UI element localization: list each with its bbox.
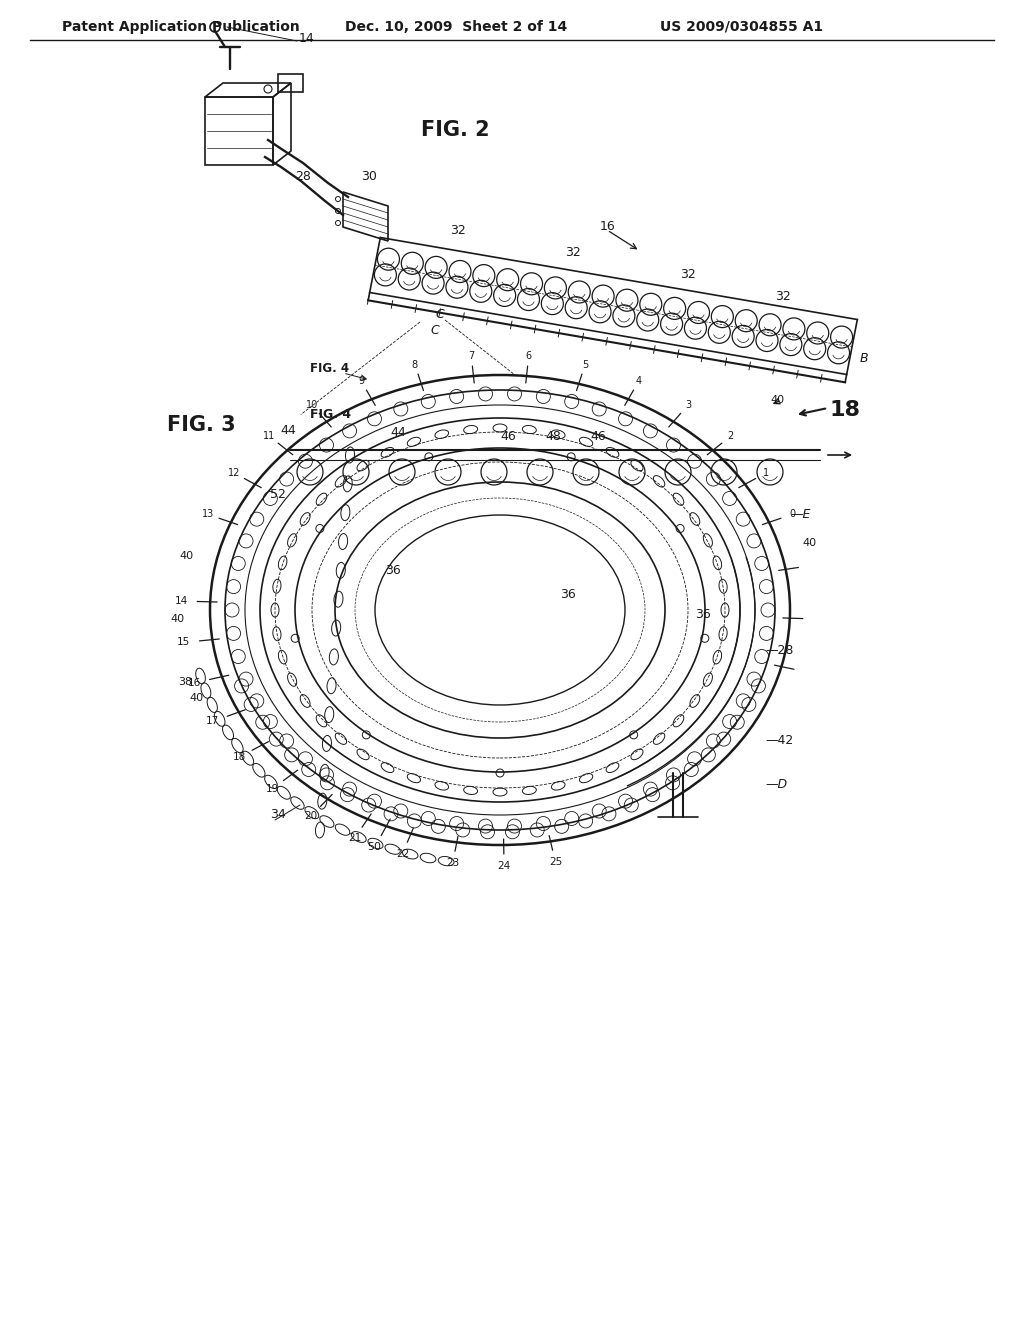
Text: B: B <box>860 352 868 366</box>
Text: 48: 48 <box>545 429 561 442</box>
Text: 19: 19 <box>265 784 279 795</box>
Text: US 2009/0304855 A1: US 2009/0304855 A1 <box>660 20 823 34</box>
Text: 20: 20 <box>304 812 317 821</box>
Text: 32: 32 <box>565 246 581 259</box>
Text: 3: 3 <box>685 400 691 411</box>
Text: 34: 34 <box>270 808 286 821</box>
Text: 46: 46 <box>500 429 516 442</box>
Text: 36: 36 <box>385 564 400 577</box>
Text: 11: 11 <box>263 432 275 441</box>
Text: 0: 0 <box>790 510 795 520</box>
Text: 16: 16 <box>600 220 615 234</box>
Text: 18: 18 <box>232 752 246 762</box>
Text: 40: 40 <box>771 395 785 405</box>
Text: 23: 23 <box>446 858 459 869</box>
Text: 18: 18 <box>830 400 861 420</box>
Text: 30: 30 <box>361 169 377 182</box>
Text: FIG. 3: FIG. 3 <box>167 414 236 436</box>
Text: Patent Application Publication: Patent Application Publication <box>62 20 300 34</box>
Text: 17: 17 <box>206 717 219 726</box>
Text: Dec. 10, 2009  Sheet 2 of 14: Dec. 10, 2009 Sheet 2 of 14 <box>345 20 567 34</box>
Text: 14: 14 <box>174 597 187 606</box>
Text: 44: 44 <box>280 424 296 437</box>
Text: 28: 28 <box>295 170 311 183</box>
Text: 46: 46 <box>590 429 606 442</box>
Text: 6: 6 <box>525 351 531 362</box>
Text: 50: 50 <box>367 842 381 853</box>
Text: 25: 25 <box>549 857 562 867</box>
Text: 15: 15 <box>177 638 190 647</box>
Text: —D: —D <box>765 779 787 792</box>
Text: FIG. 2: FIG. 2 <box>421 120 489 140</box>
Text: 16: 16 <box>187 678 201 688</box>
Text: 13: 13 <box>202 510 214 520</box>
Text: 44: 44 <box>390 425 406 438</box>
Text: 52: 52 <box>270 488 286 502</box>
Text: 8: 8 <box>412 359 418 370</box>
Text: 36: 36 <box>695 609 711 622</box>
Text: 2: 2 <box>727 432 734 441</box>
Text: —28: —28 <box>765 644 794 656</box>
Text: 7: 7 <box>468 351 474 362</box>
Text: 32: 32 <box>775 290 791 304</box>
Text: 36: 36 <box>560 589 575 602</box>
Text: —E: —E <box>790 508 810 521</box>
Text: 12: 12 <box>228 469 241 478</box>
Text: 40: 40 <box>189 693 204 704</box>
Text: —42: —42 <box>765 734 794 747</box>
Text: 4: 4 <box>636 376 642 387</box>
Text: 10: 10 <box>306 400 318 411</box>
Text: 9: 9 <box>358 376 365 387</box>
Text: 32: 32 <box>680 268 695 281</box>
Text: 40: 40 <box>802 539 816 548</box>
Text: 40: 40 <box>170 614 184 624</box>
Text: 1: 1 <box>763 469 769 478</box>
Text: 22: 22 <box>395 849 409 859</box>
Text: 14: 14 <box>299 32 314 45</box>
Text: C: C <box>430 323 438 337</box>
Text: 40: 40 <box>180 550 195 561</box>
Text: 21: 21 <box>348 833 361 843</box>
Text: 32: 32 <box>450 223 466 236</box>
Text: FIG. 4: FIG. 4 <box>310 408 351 421</box>
Text: C: C <box>435 309 443 322</box>
Text: 38: 38 <box>178 677 193 688</box>
Text: 24: 24 <box>498 861 511 871</box>
Text: FIG. 4: FIG. 4 <box>310 362 349 375</box>
Text: 5: 5 <box>582 359 589 370</box>
